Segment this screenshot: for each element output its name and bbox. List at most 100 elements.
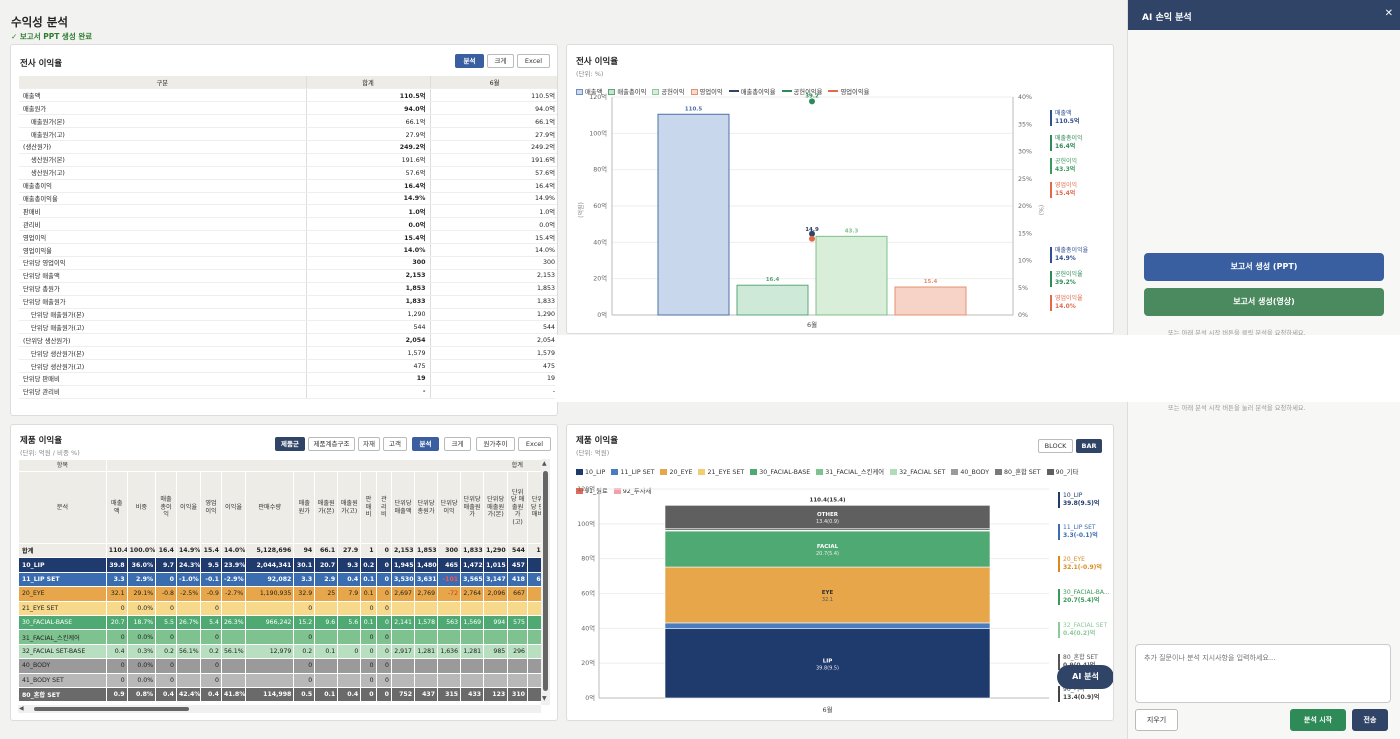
table-row[interactable]: 32_FACIAL SET-BASE 0.4 0.3% 0.2 56.1% 0.2 56.1…: [18, 643, 548, 660]
customer-button[interactable]: 고객: [383, 437, 407, 451]
table-cell: 3,565: [460, 571, 485, 588]
legend-item[interactable]: 10_LIP: [576, 469, 605, 476]
legend-item[interactable]: 공헌이익율: [781, 89, 822, 96]
horizontal-scroll-thumb[interactable]: [34, 707, 189, 711]
legend-item[interactable]: 91_원료: [576, 486, 608, 495]
ai-analysis-button[interactable]: AI 분석: [1057, 665, 1113, 689]
scroll-down-arrow[interactable]: ▼: [542, 695, 547, 702]
legend-item[interactable]: 31_FACIAL_스킨케어: [816, 467, 884, 476]
table-row[interactable]: 30_FACIAL-BASE 20.7 18.7% 5.5 26.7% 5.4 26.3% 9…: [18, 614, 548, 631]
stack-segment-11_LIP SET[interactable]: [664, 622, 991, 629]
table-row[interactable]: 20_EYE 32.1 29.1% -0.8 -2.5% -0.9 -2.7% 1,190,9…: [18, 586, 548, 602]
segment-label: LIP: [823, 658, 833, 664]
legend-item[interactable]: 32_FACIAL SET: [890, 469, 945, 476]
table-cell: 1,578: [413, 614, 439, 631]
material-button[interactable]: 자재: [358, 437, 380, 451]
legend-swatch: [660, 469, 668, 475]
legend-item[interactable]: 90_기타: [1046, 467, 1078, 476]
bar-value-label: 15.4: [924, 279, 938, 285]
analyze-button[interactable]: 분석: [455, 54, 484, 68]
row-total: 191.6억: [305, 153, 430, 167]
close-icon[interactable]: ✕: [1384, 8, 1393, 19]
legend-label: 공헌이익: [661, 89, 685, 96]
right-label-value: 39.2%: [1055, 279, 1076, 286]
scroll-up-arrow[interactable]: ▲: [542, 460, 547, 467]
question-input[interactable]: [1135, 644, 1391, 703]
table-cell: [413, 629, 439, 645]
table-row: 매출원가 94.0억 94.0억: [19, 101, 557, 116]
vertical-scrollbar[interactable]: ▲ ▼: [541, 459, 550, 705]
table-cell: 1: [360, 542, 377, 559]
send-button[interactable]: 전송: [1352, 709, 1388, 731]
bar-매출액[interactable]: [657, 113, 730, 316]
generate-video-button[interactable]: 보고서 생성(영상): [1144, 288, 1384, 316]
row-june: 300: [429, 256, 557, 270]
table-cell: 1,636: [437, 643, 462, 660]
table-cell: 0.1: [360, 571, 377, 588]
table-cell: 3,530: [390, 571, 416, 588]
horizontal-scrollbar[interactable]: ◀: [18, 705, 541, 713]
table-cell: 20.7: [314, 557, 339, 573]
legend-item[interactable]: 30_FACIAL-BASE: [750, 469, 810, 476]
table-cell: 3.3: [105, 571, 128, 588]
legend-item[interactable]: 20_EYE: [660, 469, 692, 476]
table-cell: [220, 600, 247, 616]
legend-item[interactable]: 40_BODY: [951, 469, 989, 476]
right-label-name: 20_EYE: [1063, 556, 1085, 563]
bar-영업이익[interactable]: [894, 286, 967, 316]
rate-point-매출총이익율[interactable]: [809, 230, 815, 237]
rate-point-영업이익율[interactable]: [809, 235, 815, 242]
legend-swatch: [576, 89, 583, 95]
table-cell: 5.4: [200, 614, 222, 631]
table-row[interactable]: 합계 110.4 100.0% 16.4 14.9% 15.4 14.0% 5,128,696…: [18, 542, 548, 559]
rate-point-공헌이익율[interactable]: [809, 98, 815, 105]
product-hierarchy-button[interactable]: 제품계층구조: [308, 437, 355, 451]
product-table-scroll[interactable]: 항목 합계 분석 매출액 비중 매출총이익 이익율 영업이익 이익율 판매수량 매출원가 매출원가(…: [18, 459, 548, 705]
analyze-button[interactable]: 분석: [412, 437, 439, 451]
generate-ppt-button[interactable]: 보고서 생성 (PPT): [1144, 253, 1384, 281]
table-cell: -1.0%: [175, 571, 202, 588]
excel-button[interactable]: Excel: [517, 54, 550, 68]
col-header: 영업이익: [200, 471, 222, 544]
stack-segment-30_FACIAL-BASE[interactable]: [664, 530, 991, 568]
legend-item[interactable]: 21_EYE SET: [698, 469, 744, 476]
legend-item[interactable]: 영업이익: [690, 89, 723, 96]
legend-item[interactable]: 매출액: [576, 89, 602, 96]
table-row[interactable]: 21_EYE SET 0 0.0% 0 0 0 0 0: [18, 600, 548, 616]
table-row[interactable]: 40_BODY 0 0.0% 0 0 0 0 0: [18, 658, 548, 674]
company-margin-table-panel: 전사 이익율 분석 크게 Excel 구분 합계 6월 매출액 110.5억 110…: [10, 44, 558, 416]
start-analysis-button[interactable]: 분석 시작: [1290, 709, 1346, 731]
row-label: 단위당 매출원가(고): [19, 320, 306, 335]
table-row[interactable]: 41_BODY SET 0 0.0% 0 0 0 0 0: [18, 672, 548, 688]
stack-segment-10_LIP[interactable]: [664, 628, 991, 699]
bar-공헌이익[interactable]: [815, 235, 888, 316]
product-group-button[interactable]: 제품군: [275, 437, 305, 451]
bar-value-label: 43.3: [845, 228, 859, 234]
bar-매출총이익[interactable]: [736, 284, 809, 316]
table-cell: 966,242: [245, 614, 295, 631]
table-row[interactable]: 80_혼합 SET 0.9 0.8% 0.4 42.4% 0.4 41.8% 114,998 0…: [18, 686, 548, 703]
scroll-left-arrow[interactable]: ◀: [19, 705, 24, 712]
legend-label: 91_원료: [585, 488, 608, 495]
table-row[interactable]: 10_LIP 39.8 36.0% 9.7 24.3% 9.5 23.9% 2,044,341…: [18, 557, 548, 573]
cost-trend-button[interactable]: 원가추이: [476, 437, 515, 451]
enlarge-button[interactable]: 크게: [444, 437, 471, 451]
legend-item[interactable]: 매출총이익: [608, 89, 646, 96]
table-row[interactable]: 11_LIP SET 3.3 2.9% 0 -1.0% -0.1 -2.9% 92,082 3.…: [18, 571, 548, 588]
right-label: 매출총이익 16.4억: [1050, 135, 1083, 151]
legend-item[interactable]: 11_LIP SET: [611, 469, 654, 476]
vertical-scroll-thumb[interactable]: [543, 471, 548, 691]
row-june: 94.0억: [429, 101, 557, 116]
legend-item[interactable]: 매출총이익율: [728, 89, 776, 96]
table-row[interactable]: 31_FACIAL_스킨케어 0 0.0% 0 0 0 0 0: [18, 629, 548, 645]
excel-button[interactable]: Excel: [518, 437, 551, 451]
enlarge-button[interactable]: 크게: [487, 54, 514, 68]
block-toggle-button[interactable]: BLOCK: [1038, 439, 1073, 453]
legend-item[interactable]: 공헌이익: [652, 89, 685, 96]
stack-segment-90_기타[interactable]: [664, 505, 991, 530]
clear-button[interactable]: 지우기: [1135, 709, 1178, 731]
legend-item[interactable]: 영업이익율: [828, 89, 869, 96]
table-cell: 0: [155, 672, 177, 688]
bar-toggle-button[interactable]: BAR: [1076, 439, 1102, 453]
legend-item[interactable]: 80_혼합 SET: [995, 467, 1041, 476]
